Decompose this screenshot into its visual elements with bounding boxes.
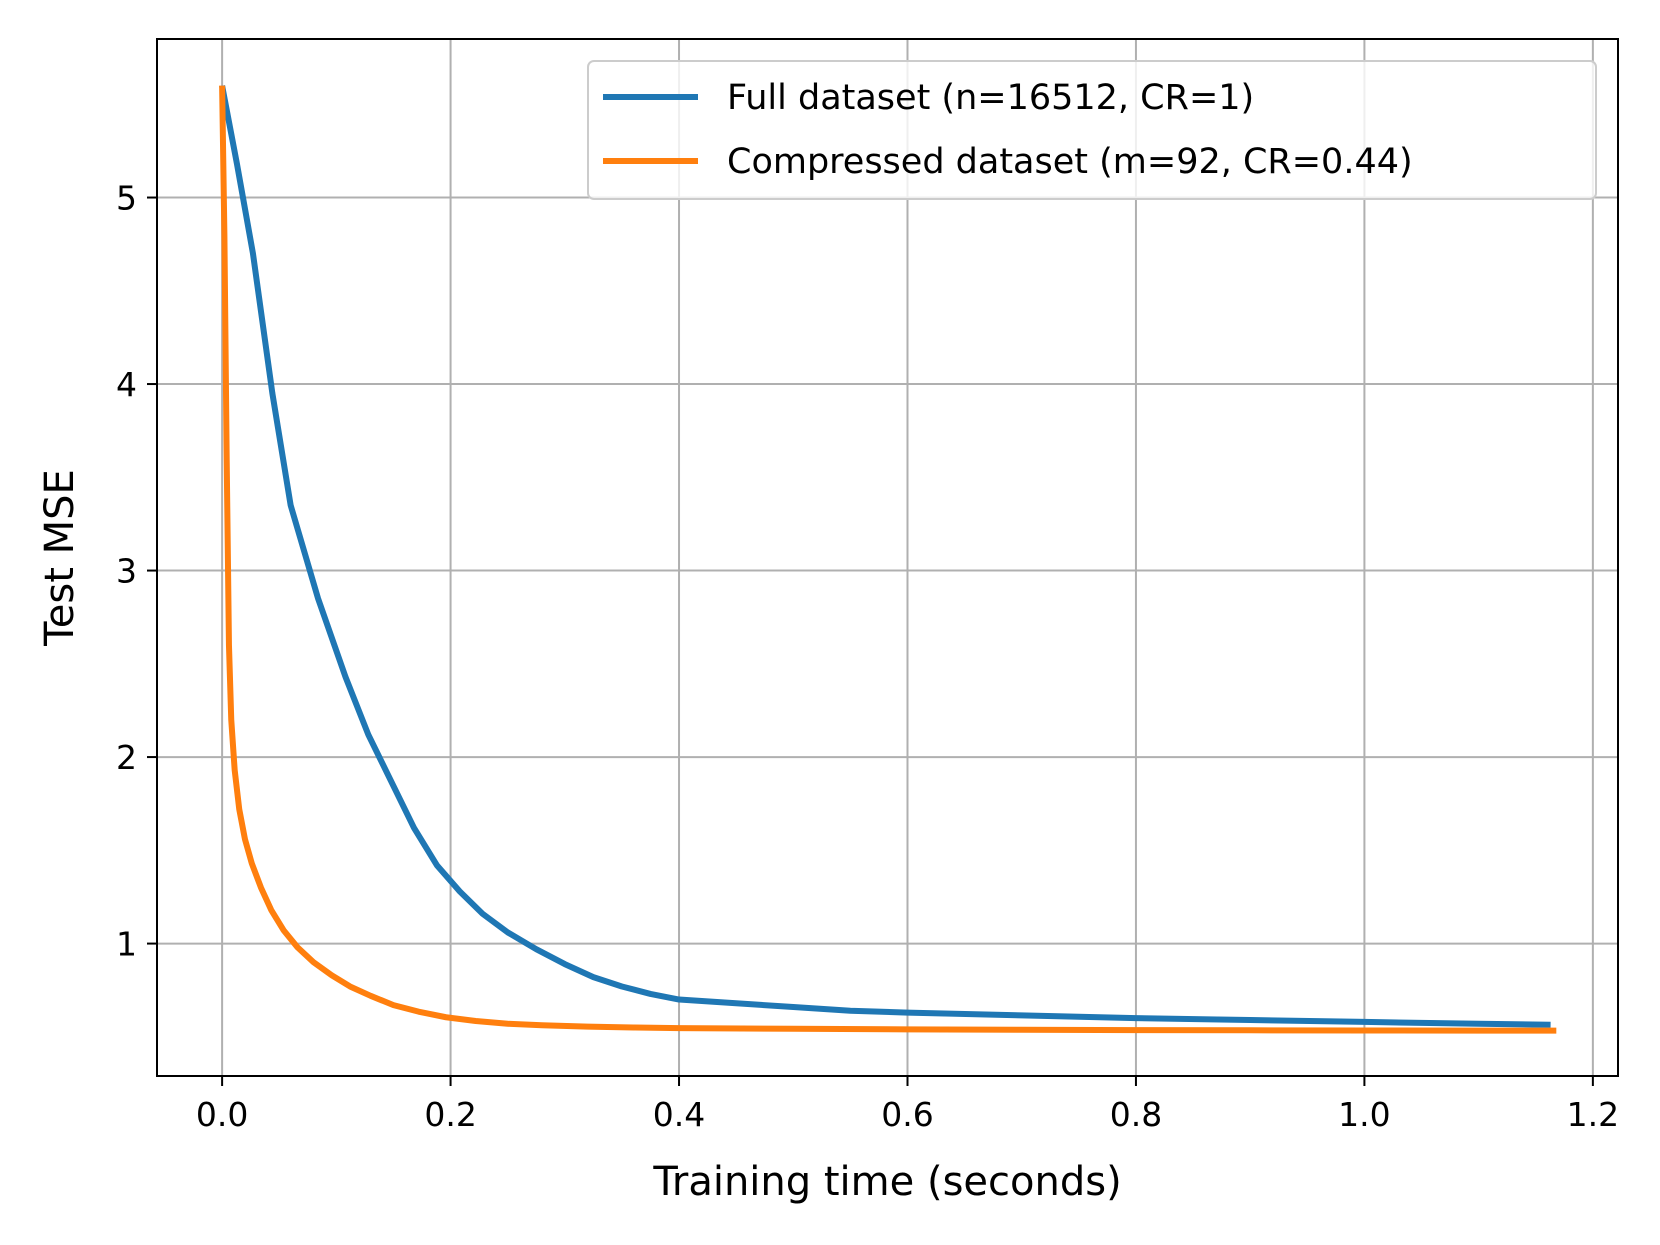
legend-label-full-dataset: Full dataset (n=16512, CR=1) <box>727 78 1254 118</box>
x-tick-label: 0.0 <box>196 1095 248 1134</box>
y-tick-label: 3 <box>116 552 137 591</box>
y-tick-label: 1 <box>116 925 137 964</box>
x-tick-label: 0.6 <box>881 1095 933 1134</box>
y-tick-label: 2 <box>116 738 137 777</box>
x-tick-label: 0.4 <box>653 1095 705 1134</box>
axis-ticks: 0.0 0.2 0.4 0.6 0.8 1.0 1.2 1 2 3 4 5 <box>116 179 1619 1134</box>
x-tick-label: 1.2 <box>1567 1095 1619 1134</box>
x-tick-label: 1.0 <box>1338 1095 1390 1134</box>
y-axis-label: Test MSE <box>37 469 83 647</box>
x-tick-label: 0.8 <box>1110 1095 1162 1134</box>
legend-label-compressed-dataset: Compressed dataset (m=92, CR=0.44) <box>727 142 1413 182</box>
y-tick-label: 5 <box>116 179 137 218</box>
legend-box <box>587 60 1597 200</box>
y-tick-label: 4 <box>116 365 137 404</box>
grid <box>157 39 1618 1076</box>
full-dataset-line <box>219 85 1551 1028</box>
x-tick-label: 0.2 <box>424 1095 476 1134</box>
plot-lines <box>219 85 1557 1034</box>
compressed-dataset-line <box>219 85 1557 1034</box>
x-axis-label: Training time (seconds) <box>652 1159 1121 1205</box>
plot-frame <box>156 38 1619 1077</box>
legend: Full dataset (n=16512, CR=1) Compressed … <box>587 60 1597 200</box>
